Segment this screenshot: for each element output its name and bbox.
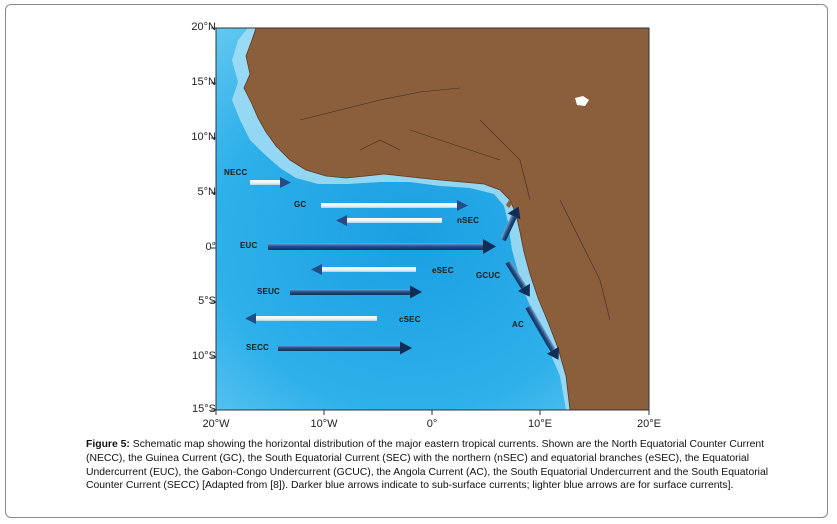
current-label-nsec: nSEC — [457, 216, 480, 225]
lon-label-10e: 10°E — [528, 418, 552, 430]
arrow-seuc — [290, 285, 422, 299]
current-label-gc: GC — [294, 200, 307, 209]
current-label-csec: cSEC — [399, 315, 421, 324]
current-label-gcuc: GCUC — [476, 271, 501, 280]
lat-label-5s: 5°S — [198, 295, 216, 307]
map-figure: 20°N 15°N 10°N 5°N 0° 5°S 10°S 15°S 20°W… — [191, 21, 661, 430]
lon-label-10w: 10°W — [310, 418, 338, 430]
arrow-esec — [311, 264, 416, 275]
current-label-ac: AC — [512, 320, 524, 329]
figure-caption: Figure 5: Schematic map showing the hori… — [86, 438, 786, 493]
current-label-necc: NECC — [224, 168, 248, 177]
lat-label-15n: 15°N — [191, 76, 216, 88]
arrow-csec — [245, 313, 377, 324]
africa-landmass — [243, 27, 650, 411]
caption-title: Figure 5: — [86, 439, 130, 450]
lon-label-20w: 20°W — [202, 418, 230, 430]
lat-label-0: 0° — [205, 241, 216, 253]
lat-label-20n: 20°N — [191, 21, 216, 33]
lat-label-10s: 10°S — [192, 350, 216, 362]
current-label-euc: EUC — [240, 241, 258, 250]
lat-label-5n: 5°N — [197, 186, 216, 198]
arrow-secc — [278, 341, 412, 355]
arrow-necc — [250, 177, 291, 188]
arrow-euc — [268, 239, 496, 254]
arrow-ac-lower — [525, 305, 560, 360]
arrow-gc — [321, 200, 468, 211]
current-label-secc: SECC — [246, 343, 270, 352]
current-label-seuc: SEUC — [257, 287, 281, 296]
country-borders — [299, 87, 611, 321]
current-label-esec: eSEC — [432, 266, 454, 275]
arrow-ac-upper — [505, 260, 530, 297]
lat-label-10n: 10°N — [191, 131, 216, 143]
lat-label-15s: 15°S — [192, 403, 216, 415]
arrow-nsec — [336, 215, 442, 226]
arrow-gcuc — [500, 206, 521, 242]
lake-chad — [575, 96, 589, 106]
bioko-island — [506, 200, 512, 208]
axis-ticks — [211, 27, 650, 415]
current-arrows — [245, 177, 560, 360]
lon-label-0: 0° — [426, 418, 438, 430]
caption-text: Schematic map showing the horizontal dis… — [86, 439, 769, 492]
lon-label-20e: 20°E — [637, 418, 661, 430]
map-canvas — [211, 27, 650, 415]
